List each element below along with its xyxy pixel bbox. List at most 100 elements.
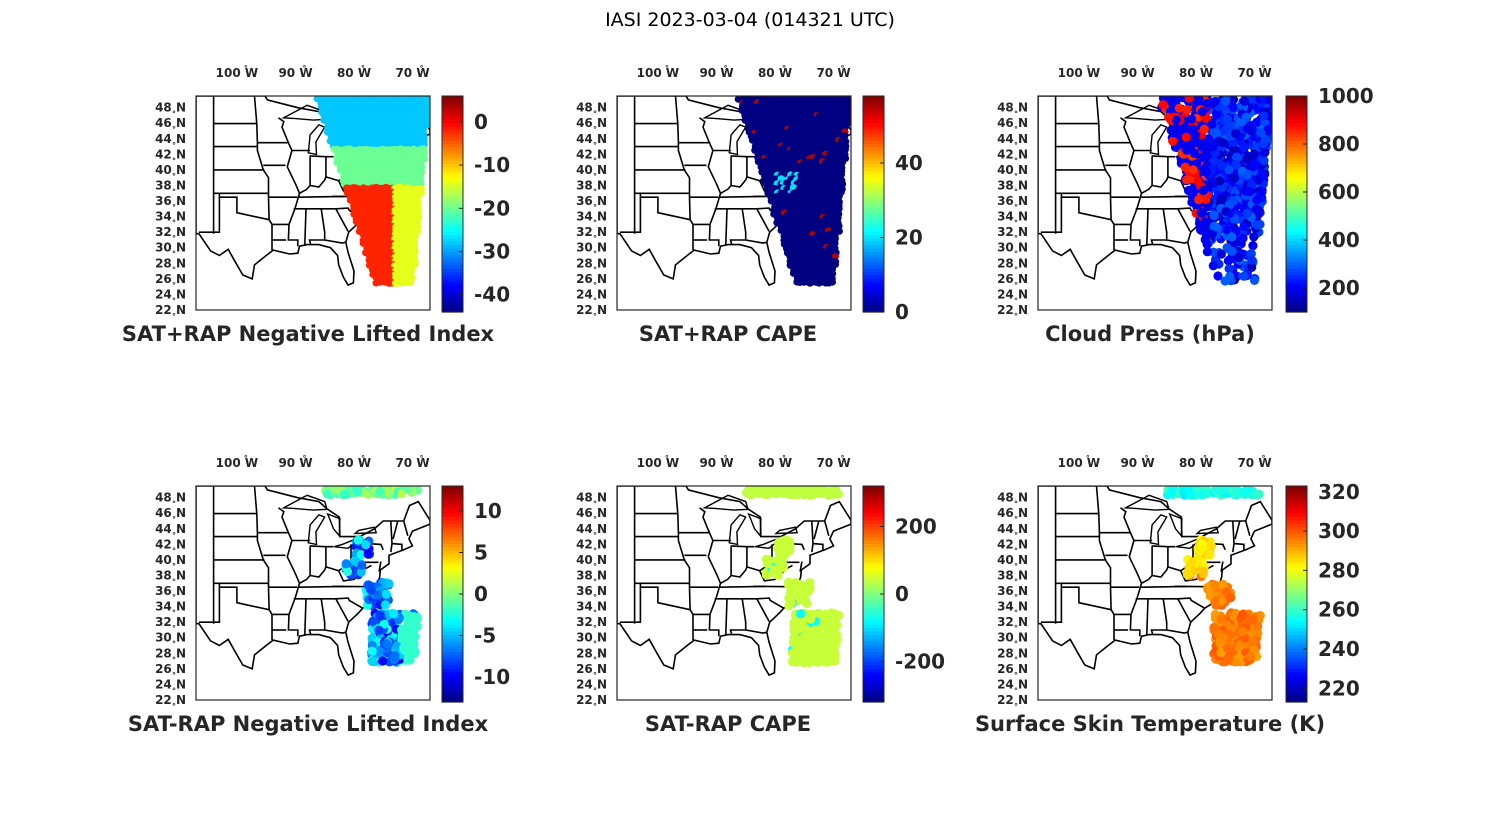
colorbar-segment (863, 291, 884, 296)
lat-tick-label: 22 N (576, 693, 607, 707)
colorbar-segment (1286, 308, 1307, 313)
colorbar-segment (442, 523, 463, 528)
colorbar-segment (442, 264, 463, 269)
state-border (1146, 598, 1149, 635)
degree-mark: ° (244, 454, 248, 463)
lat-tick-label: 30 N (155, 241, 186, 255)
colorbar-segment (442, 617, 463, 622)
colorbar-segment (863, 675, 884, 679)
map-axes: 100 W° 90 W° 80 W° 70 W°48 N°46 N°44 N°42 N… (155, 64, 431, 321)
data-point (1232, 486, 1242, 495)
data-point (1239, 271, 1249, 281)
colorbar-segment (863, 241, 884, 246)
colorbar-segment (1286, 190, 1307, 195)
state-border (1151, 545, 1176, 548)
degree-mark: ° (244, 64, 248, 73)
data-point (1174, 103, 1184, 113)
colorbar-segment (1286, 146, 1307, 151)
degree-mark: ° (172, 546, 176, 555)
colorbar-segment (863, 214, 884, 219)
colorbar-segment (442, 99, 463, 104)
state-border (309, 545, 334, 548)
colorbar-segment (1286, 163, 1307, 168)
data-point (1256, 128, 1266, 138)
degree-mark: ° (1014, 188, 1018, 197)
state-border (1120, 117, 1132, 144)
degree-mark: ° (172, 531, 176, 540)
colorbar-segment (863, 261, 884, 266)
data-point (835, 227, 843, 235)
map-frame (1037, 95, 1273, 311)
map-frame (616, 95, 852, 311)
colorbar-segment (863, 516, 884, 521)
colorbar-frame (862, 95, 885, 313)
state-border (1040, 587, 1063, 623)
colorbar-segment (1286, 153, 1307, 158)
data-point (827, 649, 837, 659)
data-point (1249, 644, 1259, 654)
data-point (1194, 195, 1204, 205)
colorbar-segment (1286, 285, 1307, 289)
lat-tick-label: 42 N (155, 147, 186, 161)
colorbar-segment (442, 285, 463, 289)
degree-mark: ° (1014, 156, 1018, 165)
data-point (1198, 185, 1208, 196)
data-point (405, 630, 415, 641)
degree-mark: ° (593, 500, 597, 509)
data-point (382, 639, 392, 649)
data-point (773, 555, 783, 565)
lat-tick-label: 36 N (576, 194, 607, 208)
data-point (1231, 160, 1241, 170)
colorbar-segment (442, 214, 463, 219)
lat-tick-label: 42 N (576, 147, 607, 161)
lat-tick-label: 26 N (576, 662, 607, 676)
colorbar-tick-label: -20 (474, 196, 510, 220)
state-border (745, 239, 767, 244)
degree-mark: ° (1014, 172, 1018, 181)
colorbar-segment (1286, 156, 1307, 161)
colorbar-segment (1286, 258, 1307, 262)
map-plot-area (617, 96, 851, 287)
colorbar-segment (863, 610, 884, 615)
colorbar-segment (1286, 160, 1307, 165)
state-border (707, 532, 722, 637)
colorbar-segment (442, 153, 463, 158)
colorbar-segment (863, 570, 884, 575)
lat-tick-label: 32 N (576, 615, 607, 629)
colorbar-segment (863, 136, 884, 141)
degree-mark: ° (303, 454, 307, 463)
lat-tick-label: 46 N (576, 116, 607, 130)
swath-points (313, 96, 430, 287)
lat-tick-label: 48 N (997, 101, 1028, 115)
colorbar-segment (442, 102, 463, 107)
lat-tick-label: 48 N (155, 491, 186, 505)
colorbar-segment (442, 126, 463, 131)
data-point (809, 489, 819, 499)
colorbar-segment (863, 664, 884, 669)
swath-points (1163, 486, 1265, 667)
state-border (1095, 96, 1115, 251)
colorbar-segment (442, 583, 463, 588)
colorbar-tick-label: 20 (895, 226, 923, 250)
lat-tick-label: 34 N (576, 210, 607, 224)
colorbar-segment (442, 106, 463, 111)
degree-mark: ° (172, 578, 176, 587)
colorbar-segment (1286, 241, 1307, 246)
colorbar-segment (1286, 214, 1307, 219)
colorbar-segment (863, 220, 884, 225)
degree-mark: ° (593, 281, 597, 290)
data-point (1202, 202, 1212, 212)
colorbar-tick-label: 800 (1318, 132, 1360, 156)
colorbar-segment (863, 217, 884, 222)
colorbar-segment (1286, 301, 1307, 306)
colorbar-segment (863, 200, 884, 205)
degree-mark: ° (172, 686, 176, 695)
degree-mark: ° (1014, 203, 1018, 212)
degree-mark: ° (172, 500, 176, 509)
colorbar-segment (863, 529, 884, 534)
state-border (304, 598, 307, 635)
colorbar-segment (863, 133, 884, 138)
lat-tick-label: 42 N (576, 537, 607, 551)
colorbar-segment (1286, 217, 1307, 222)
state-border (730, 546, 748, 578)
